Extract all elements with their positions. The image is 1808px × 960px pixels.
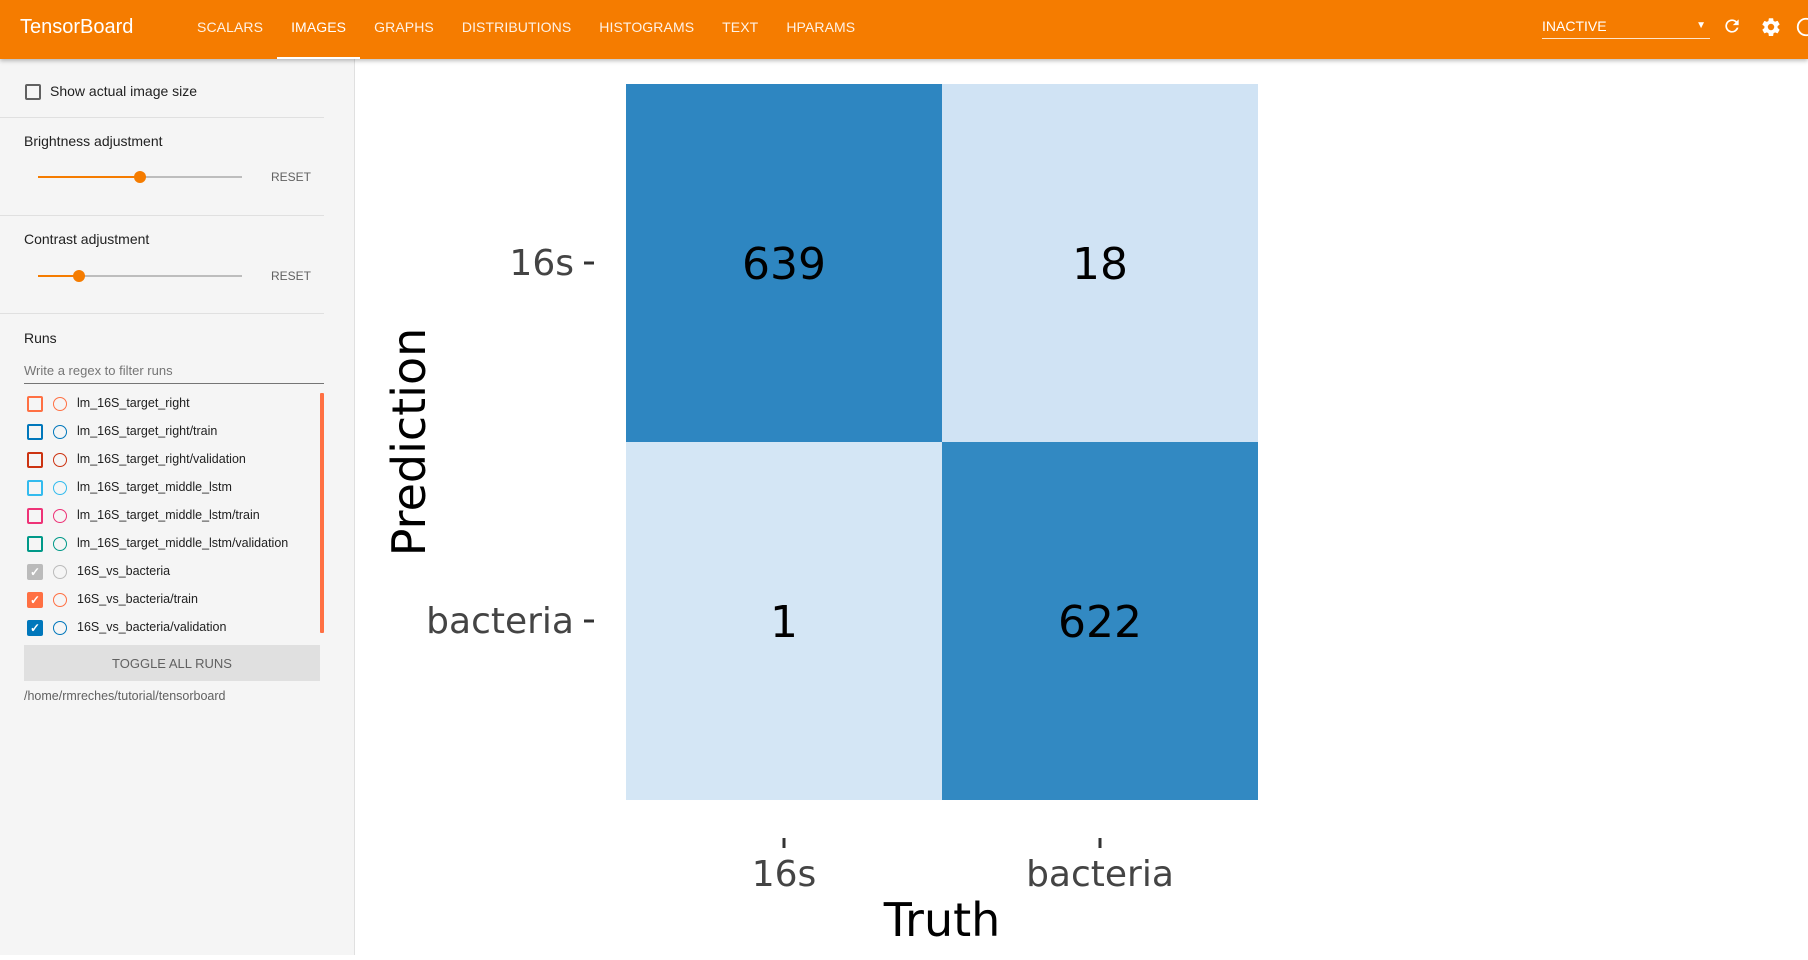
run-checkbox[interactable] — [27, 424, 43, 440]
status-select-value: INACTIVE — [1542, 18, 1607, 34]
run-checkbox[interactable]: ✓ — [27, 592, 43, 608]
run-color-icon[interactable] — [53, 481, 67, 495]
run-filter-input[interactable] — [24, 357, 324, 384]
brightness-slider[interactable] — [38, 171, 242, 183]
heatmap-cell — [626, 84, 942, 442]
tab-images[interactable]: IMAGES — [277, 0, 361, 59]
top-app-bar: TensorBoard SCALARS IMAGES GRAPHS DISTRIBUT… — [0, 0, 1808, 59]
logdir-path: /home/rmreches/tutorial/tensorboard — [24, 689, 226, 703]
chevron-down-icon: ▼ — [1696, 20, 1706, 31]
sidebar: Show actual image size Brightness adjust… — [0, 59, 355, 955]
run-color-icon[interactable] — [53, 397, 67, 411]
confusion-matrix-image: 639 18 1 622 16s bacteria 16s bacteria Truth Pred… — [382, 84, 1258, 947]
slider-knob[interactable] — [134, 171, 146, 183]
run-name: lm_16S_target_middle_lstm/validation — [77, 536, 289, 550]
run-checkbox[interactable]: ✓ — [27, 564, 43, 580]
run-item[interactable]: ✓ 16S_vs_bacteria/validation — [24, 614, 314, 642]
run-checkbox[interactable] — [27, 508, 43, 524]
run-item[interactable]: lm_16S_target_right/train — [24, 418, 314, 446]
x-tick-mark — [1098, 838, 1102, 848]
run-checkbox[interactable] — [27, 536, 43, 552]
x-axis-label: Truth — [883, 893, 1001, 947]
status-select[interactable]: INACTIVE ▼ — [1542, 14, 1710, 39]
runs-scrollbar[interactable] — [320, 393, 324, 633]
app-title[interactable]: TensorBoard — [20, 16, 134, 38]
tab-text[interactable]: TEXT — [722, 19, 759, 35]
heatmap-cell — [942, 84, 1258, 442]
run-name: lm_16S_target_middle_lstm — [77, 480, 232, 494]
tab-histograms[interactable]: HISTOGRAMS — [599, 19, 695, 35]
help-icon[interactable] — [1795, 16, 1808, 40]
run-color-icon[interactable] — [53, 537, 67, 551]
run-item[interactable]: lm_16S_target_middle_lstm — [24, 474, 314, 502]
cell-value-label: 1 — [770, 597, 798, 648]
run-item[interactable]: lm_16S_target_middle_lstm/train — [24, 502, 314, 530]
tab-scalars[interactable]: SCALARS — [197, 19, 264, 35]
y-axis-label: Prediction — [382, 328, 436, 557]
run-name: 16S_vs_bacteria/validation — [77, 620, 227, 634]
run-item[interactable]: ✓ 16S_vs_bacteria — [24, 558, 314, 586]
slider-track — [38, 275, 242, 277]
runs-title: Runs — [24, 330, 57, 346]
show-actual-size-label: Show actual image size — [50, 83, 198, 99]
brightness-label: Brightness adjustment — [24, 133, 163, 149]
cell-value-label: 18 — [1072, 239, 1128, 290]
divider — [0, 215, 324, 216]
contrast-reset-button[interactable]: RESET — [271, 269, 312, 283]
run-name: lm_16S_target_right/validation — [77, 452, 246, 466]
run-color-icon[interactable] — [53, 565, 67, 579]
run-name: lm_16S_target_right/train — [77, 424, 218, 438]
slider-fill — [38, 275, 79, 277]
run-item[interactable]: lm_16S_target_right/validation — [24, 446, 314, 474]
run-name: lm_16S_target_right — [77, 396, 190, 410]
run-name: 16S_vs_bacteria/train — [77, 592, 198, 606]
toggle-all-runs-button[interactable]: TOGGLE ALL RUNS — [24, 645, 320, 681]
tab-distributions[interactable]: DISTRIBUTIONS — [461, 19, 572, 35]
y-tick-mark — [584, 261, 594, 265]
slider-fill — [38, 176, 140, 178]
run-color-icon[interactable] — [53, 509, 67, 523]
contrast-slider[interactable] — [38, 270, 242, 282]
y-tick-label: 16s — [509, 243, 574, 284]
y-tick-label: bacteria — [426, 601, 574, 642]
dashboard-tabs: SCALARS IMAGES GRAPHS DISTRIBUTIONS HISTOGRA… — [183, 0, 869, 59]
run-checkbox[interactable] — [27, 396, 43, 412]
run-name: 16S_vs_bacteria — [77, 564, 171, 578]
run-checkbox[interactable]: ✓ — [27, 620, 43, 636]
heatmap-cell — [626, 442, 942, 800]
y-tick-mark — [584, 619, 594, 623]
refresh-icon[interactable] — [1720, 16, 1744, 40]
run-color-icon[interactable] — [53, 621, 67, 635]
run-name: lm_16S_target_middle_lstm/train — [77, 508, 260, 522]
show-actual-size-checkbox[interactable] — [25, 84, 41, 100]
run-checkbox[interactable] — [27, 452, 43, 468]
run-item[interactable]: lm_16S_target_right — [24, 390, 314, 418]
slider-knob[interactable] — [72, 270, 85, 282]
divider — [0, 313, 324, 314]
x-tick-label: 16s — [752, 854, 817, 895]
brightness-reset-button[interactable]: RESET — [271, 170, 312, 184]
divider — [0, 117, 324, 118]
run-item[interactable]: ✓ 16S_vs_bacteria/train — [24, 586, 314, 614]
run-color-icon[interactable] — [53, 453, 67, 467]
run-item[interactable]: lm_16S_target_middle_lstm/validation — [24, 530, 314, 558]
run-color-icon[interactable] — [53, 593, 67, 607]
x-tick-mark — [782, 838, 786, 848]
tab-graphs[interactable]: GRAPHS — [374, 19, 434, 35]
run-checkbox[interactable] — [27, 480, 43, 496]
heatmap-cell — [942, 442, 1258, 800]
tab-hparams[interactable]: HPARAMS — [786, 19, 856, 35]
contrast-label: Contrast adjustment — [24, 231, 150, 247]
cell-value-label: 622 — [1058, 597, 1142, 648]
settings-icon[interactable] — [1759, 16, 1783, 40]
cell-value-label: 639 — [742, 239, 826, 290]
x-tick-label: bacteria — [1026, 854, 1174, 895]
run-color-icon[interactable] — [53, 425, 67, 439]
image-panel: 639 18 1 622 16s bacteria 16s bacteria Truth Pred… — [355, 59, 1808, 955]
